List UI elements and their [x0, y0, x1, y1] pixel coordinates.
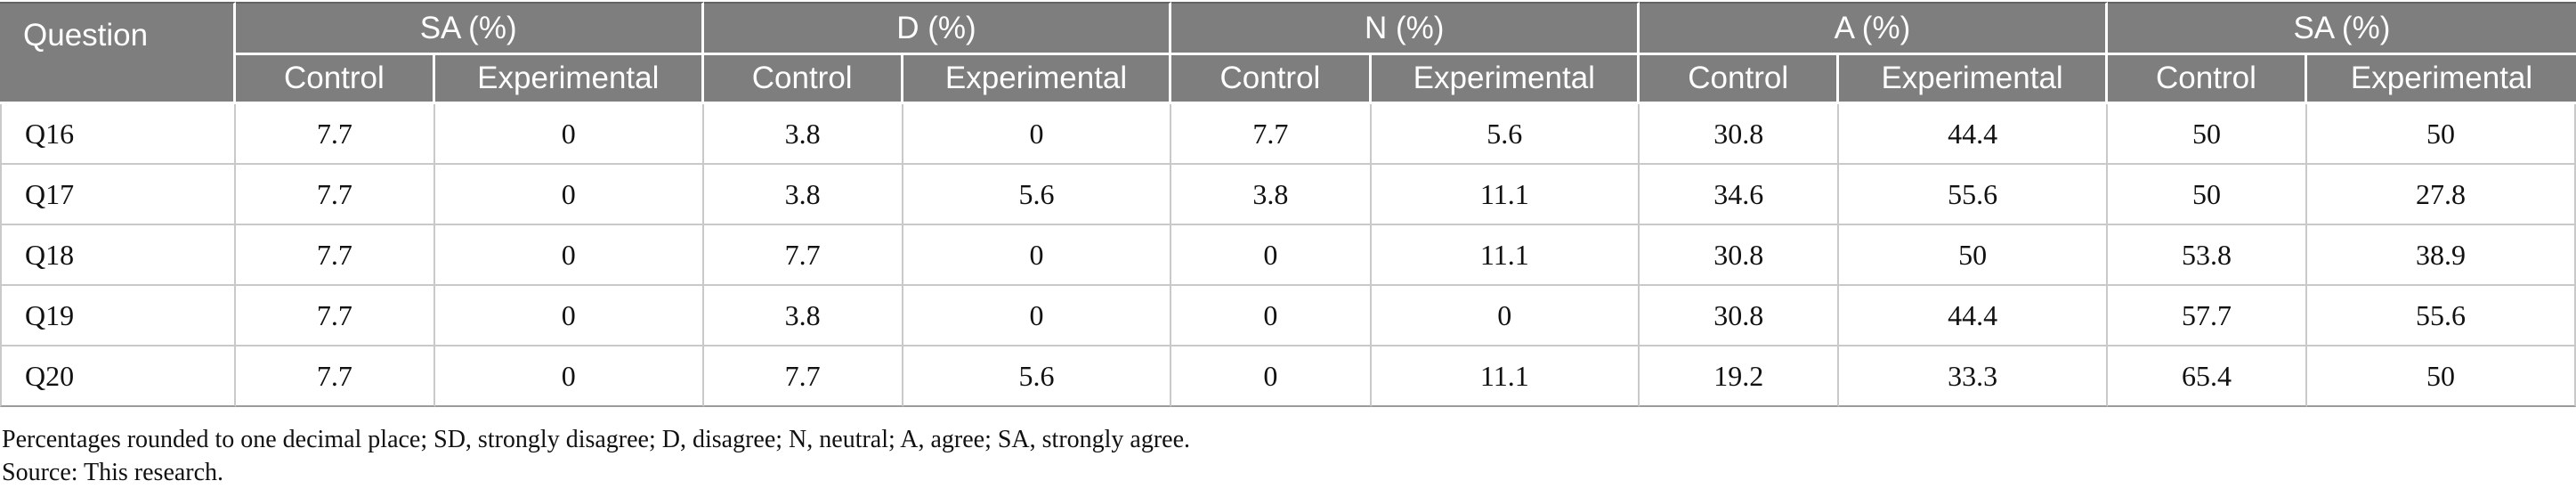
- table-row: Q20 7.7 0 7.7 5.6 0 11.1 19.2 33.3 65.4 …: [0, 346, 2576, 407]
- data-cell: 0: [435, 165, 704, 225]
- data-cell: 55.6: [1839, 165, 2108, 225]
- abbreviations-note: Percentages rounded to one decimal place…: [2, 426, 1191, 453]
- subheader-experimental: Experimental: [1839, 55, 2108, 104]
- data-cell: 50: [2307, 104, 2576, 165]
- subheader-experimental: Experimental: [435, 55, 704, 104]
- data-cell: 50: [2107, 165, 2308, 225]
- data-cell: 38.9: [2307, 225, 2576, 286]
- subheader-control: Control: [235, 55, 436, 104]
- data-cell: 5.6: [903, 346, 1172, 407]
- subheader-experimental: Experimental: [2307, 55, 2576, 104]
- data-cell: 44.4: [1839, 104, 2108, 165]
- data-cell: 0: [1371, 286, 1640, 346]
- table-body: Q16 7.7 0 3.8 0 7.7 5.6 30.8 44.4 50 50 …: [0, 104, 2576, 407]
- data-cell: 7.7: [235, 104, 436, 165]
- sub-header-row: Control Experimental Control Experimenta…: [0, 55, 2576, 104]
- data-cell: 0: [435, 225, 704, 286]
- data-cell: 5.6: [1371, 104, 1640, 165]
- data-cell: 7.7: [703, 346, 903, 407]
- row-label: Q19: [0, 286, 236, 346]
- table-row: Q18 7.7 0 7.7 0 0 11.1 30.8 50 53.8 38.9: [0, 225, 2576, 286]
- row-label: Q17: [0, 165, 236, 225]
- table-header: Question SA (%) D (%) N (%) A (%) SA (%)…: [0, 2, 2576, 104]
- subheader-control: Control: [2107, 55, 2308, 104]
- group-header-sa2: SA (%): [2107, 2, 2576, 55]
- data-cell: 65.4: [2107, 346, 2308, 407]
- data-cell: 53.8: [2107, 225, 2308, 286]
- data-cell: 33.3: [1839, 346, 2108, 407]
- data-cell: 7.7: [235, 225, 436, 286]
- data-cell: 0: [1171, 346, 1372, 407]
- data-cell: 3.8: [703, 165, 903, 225]
- data-cell: 0: [435, 104, 704, 165]
- data-cell: 7.7: [235, 346, 436, 407]
- data-cell: 0: [903, 286, 1172, 346]
- subheader-control: Control: [1171, 55, 1372, 104]
- results-table: Question SA (%) D (%) N (%) A (%) SA (%)…: [0, 2, 2576, 407]
- table-row: Q16 7.7 0 3.8 0 7.7 5.6 30.8 44.4 50 50: [0, 104, 2576, 165]
- group-header-sa1: SA (%): [235, 2, 704, 55]
- data-cell: 0: [903, 104, 1172, 165]
- data-cell: 0: [435, 286, 704, 346]
- data-cell: 0: [1171, 225, 1372, 286]
- group-header-d: D (%): [703, 2, 1172, 55]
- data-cell: 5.6: [903, 165, 1172, 225]
- data-cell: 7.7: [235, 165, 436, 225]
- data-cell: 30.8: [1640, 104, 1840, 165]
- data-cell: 44.4: [1839, 286, 2108, 346]
- data-cell: 7.7: [1171, 104, 1372, 165]
- table-footnotes: Percentages rounded to one decimal place…: [2, 423, 2576, 489]
- data-cell: 30.8: [1640, 286, 1840, 346]
- data-cell: 0: [903, 225, 1172, 286]
- data-cell: 30.8: [1640, 225, 1840, 286]
- row-label: Q20: [0, 346, 236, 407]
- source-note: Source: This research.: [2, 459, 224, 486]
- subheader-experimental: Experimental: [903, 55, 1172, 104]
- question-column-header: Question: [0, 2, 236, 104]
- data-cell: 0: [1171, 286, 1372, 346]
- group-header-row: Question SA (%) D (%) N (%) A (%) SA (%): [0, 2, 2576, 104]
- data-cell: 27.8: [2307, 165, 2576, 225]
- subheader-experimental: Experimental: [1371, 55, 1640, 104]
- table-row: Q19 7.7 0 3.8 0 0 0 30.8 44.4 57.7 55.6: [0, 286, 2576, 346]
- table-row: Q17 7.7 0 3.8 5.6 3.8 11.1 34.6 55.6 50 …: [0, 165, 2576, 225]
- row-label: Q18: [0, 225, 236, 286]
- data-cell: 50: [2107, 104, 2308, 165]
- row-label: Q16: [0, 104, 236, 165]
- data-cell: 11.1: [1371, 346, 1640, 407]
- group-header-n: N (%): [1171, 2, 1640, 55]
- data-cell: 7.7: [703, 225, 903, 286]
- data-cell: 3.8: [703, 286, 903, 346]
- data-cell: 3.8: [1171, 165, 1372, 225]
- data-cell: 0: [435, 346, 704, 407]
- data-cell: 19.2: [1640, 346, 1840, 407]
- data-cell: 3.8: [703, 104, 903, 165]
- subheader-control: Control: [703, 55, 903, 104]
- subheader-control: Control: [1640, 55, 1840, 104]
- data-cell: 50: [2307, 346, 2576, 407]
- data-cell: 7.7: [235, 286, 436, 346]
- data-cell: 11.1: [1371, 225, 1640, 286]
- data-cell: 55.6: [2307, 286, 2576, 346]
- data-cell: 50: [1839, 225, 2108, 286]
- group-header-a: A (%): [1640, 2, 2108, 55]
- data-cell: 34.6: [1640, 165, 1840, 225]
- data-cell: 11.1: [1371, 165, 1640, 225]
- data-cell: 57.7: [2107, 286, 2308, 346]
